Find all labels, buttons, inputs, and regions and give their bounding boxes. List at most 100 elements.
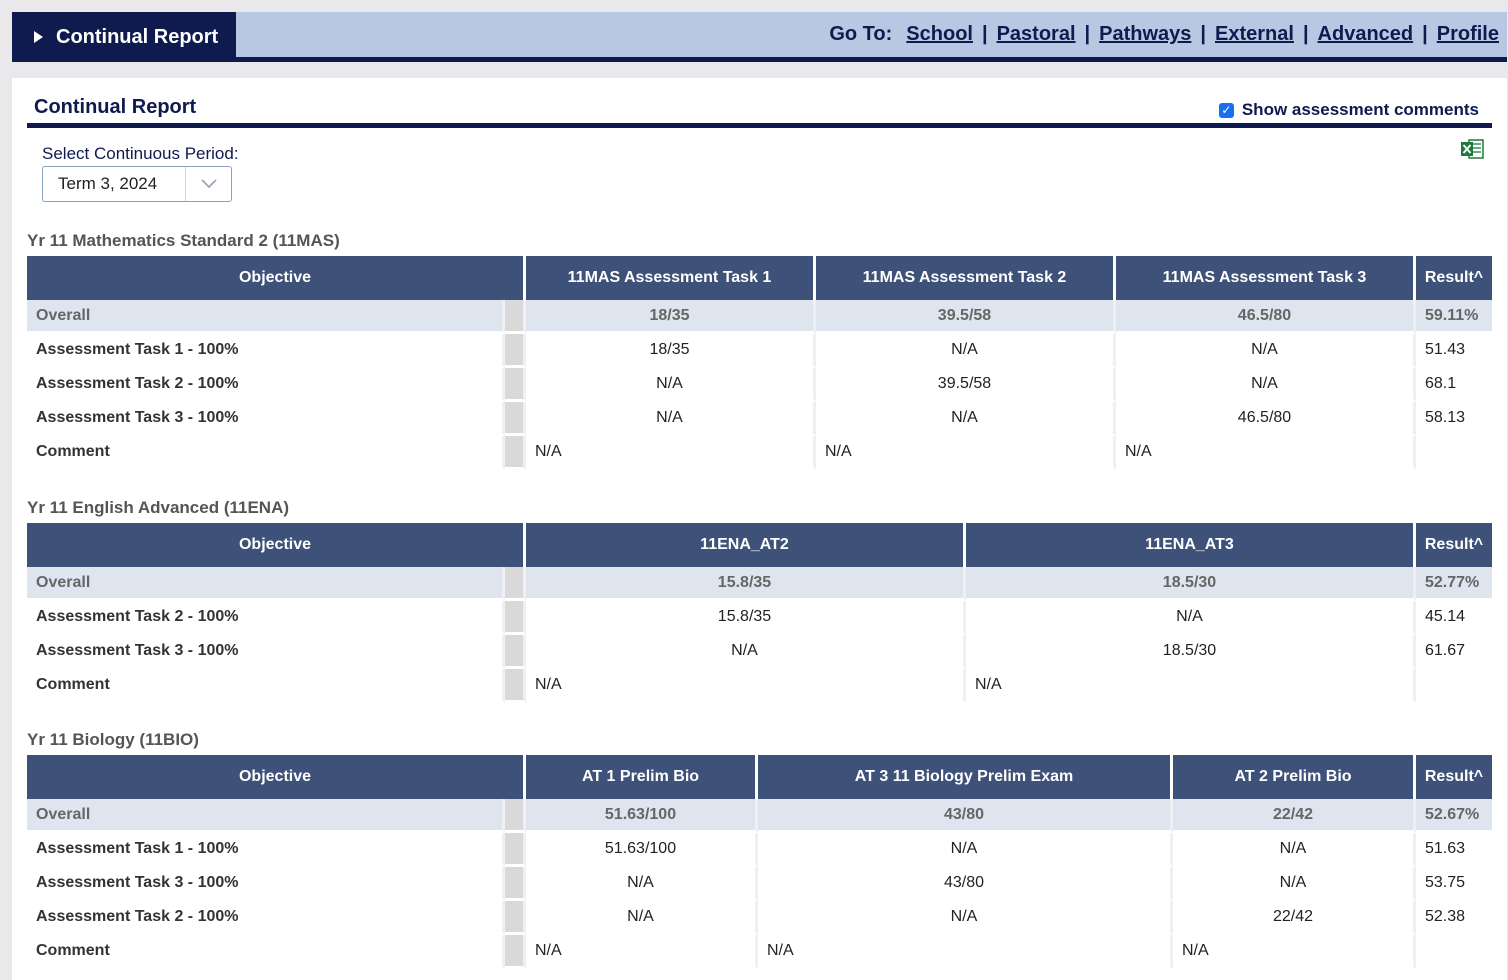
tab-label: Continual Report (56, 25, 219, 48)
score-cell: 15.8/35 (526, 601, 966, 635)
score-cell: N/A (1116, 334, 1416, 368)
nav-link-pathways[interactable]: Pathways (1099, 23, 1192, 45)
nav-separator: | (1200, 23, 1206, 45)
nav-separator: | (1084, 23, 1091, 45)
row-spacer (505, 436, 526, 470)
score-cell: 39.5/58 (816, 300, 1116, 334)
comment-cell: N/A (526, 669, 966, 703)
row-spacer (505, 635, 526, 669)
result-cell (1416, 935, 1492, 969)
show-comments-toggle[interactable]: ✓ Show assessment comments (1218, 100, 1479, 120)
score-cell: N/A (758, 833, 1173, 867)
nav-link-external[interactable]: External (1215, 23, 1294, 45)
score-cell: 39.5/58 (816, 368, 1116, 402)
score-cell: 22/42 (1173, 799, 1416, 833)
period-select-value: Term 3, 2024 (58, 174, 158, 193)
goto-nav: Go To: School | Pastoral | Pathways | Ex… (829, 12, 1499, 57)
table-row: Assessment Task 1 - 100% 18/35 N/A N/A 5… (27, 334, 1492, 368)
excel-export-icon[interactable] (1460, 138, 1484, 160)
table-row: Assessment Task 3 - 100% N/A 18.5/30 61.… (27, 635, 1492, 669)
result-cell: 52.67% (1416, 799, 1492, 833)
row-spacer (505, 669, 526, 703)
row-label: Overall (27, 300, 505, 334)
score-cell: 51.63/100 (526, 833, 758, 867)
column-header-objective: Objective (27, 755, 526, 799)
goto-label: Go To: (829, 23, 893, 45)
play-triangle-icon (34, 31, 43, 43)
column-header-task: 11MAS Assessment Task 1 (526, 256, 816, 300)
score-cell: N/A (526, 635, 966, 669)
row-label: Comment (27, 935, 505, 969)
score-cell: N/A (966, 601, 1416, 635)
checkbox-checked-icon[interactable]: ✓ (1218, 102, 1234, 118)
result-cell (1416, 669, 1492, 703)
score-cell: N/A (1173, 867, 1416, 901)
row-spacer (505, 402, 526, 436)
comment-cell: N/A (966, 669, 1416, 703)
column-header-task: 11MAS Assessment Task 2 (816, 256, 1116, 300)
result-cell: 45.14 (1416, 601, 1492, 635)
score-cell: N/A (816, 402, 1116, 436)
score-cell: 46.5/80 (1116, 402, 1416, 436)
result-cell: 68.1 (1416, 368, 1492, 402)
result-cell: 59.11% (1416, 300, 1492, 334)
report-panel: Continual Report ✓ Show assessment comme… (12, 78, 1507, 980)
table-row: Assessment Task 2 - 100% 15.8/35 N/A 45.… (27, 601, 1492, 635)
table-header-row: Objective 11ENA_AT2 11ENA_AT3 Result^ (27, 523, 1492, 567)
column-header-task: AT 3 11 Biology Prelim Exam (758, 755, 1173, 799)
assessment-table-11mas: Objective 11MAS Assessment Task 1 11MAS … (27, 256, 1492, 470)
score-cell: N/A (526, 402, 816, 436)
column-header-objective: Objective (27, 256, 526, 300)
course-title-11bio: Yr 11 Biology (11BIO) (27, 730, 199, 749)
nav-separator: | (1422, 23, 1428, 45)
table-row: Assessment Task 2 - 100% N/A 39.5/58 N/A… (27, 368, 1492, 402)
score-cell: 18.5/30 (966, 567, 1416, 601)
continual-report-tab[interactable]: Continual Report (12, 12, 236, 62)
row-spacer (505, 601, 526, 635)
overall-row: Overall 51.63/100 43/80 22/42 52.67% (27, 799, 1492, 833)
overall-row: Overall 15.8/35 18.5/30 52.77% (27, 567, 1492, 601)
nav-link-pastoral[interactable]: Pastoral (996, 23, 1076, 45)
score-cell: N/A (1173, 833, 1416, 867)
score-cell: 46.5/80 (1116, 300, 1416, 334)
row-label: Assessment Task 3 - 100% (27, 867, 505, 901)
result-cell: 53.75 (1416, 867, 1492, 901)
nav-link-school[interactable]: School (906, 23, 973, 45)
nav-separator: | (1302, 23, 1309, 45)
assessment-table-11bio: Objective AT 1 Prelim Bio AT 3 11 Biolog… (27, 755, 1492, 969)
comment-cell: N/A (526, 935, 758, 969)
course-title-11mas: Yr 11 Mathematics Standard 2 (11MAS) (27, 231, 340, 250)
result-cell: 51.63 (1416, 833, 1492, 867)
top-nav-bar: Continual Report Go To: School | Pastora… (12, 12, 1507, 62)
column-header-result: Result^ (1416, 256, 1492, 300)
result-cell: 51.43 (1416, 334, 1492, 368)
row-label: Overall (27, 567, 505, 601)
chevron-down-icon[interactable] (185, 167, 231, 201)
assessment-table-11ena: Objective 11ENA_AT2 11ENA_AT3 Result^ Ov… (27, 523, 1492, 703)
show-comments-label: Show assessment comments (1241, 100, 1479, 119)
row-label: Assessment Task 3 - 100% (27, 635, 505, 669)
nav-link-profile[interactable]: Profile (1436, 23, 1499, 45)
nav-separator: | (981, 23, 988, 45)
column-header-result: Result^ (1416, 755, 1492, 799)
nav-link-advanced[interactable]: Advanced (1317, 23, 1414, 45)
row-spacer (505, 901, 526, 935)
row-spacer (505, 799, 526, 833)
score-cell: N/A (526, 368, 816, 402)
row-label: Comment (27, 669, 505, 703)
score-cell: 18/35 (526, 300, 816, 334)
score-cell: N/A (526, 867, 758, 901)
course-title-11ena: Yr 11 English Advanced (11ENA) (27, 498, 290, 517)
table-row: Assessment Task 3 - 100% N/A N/A 46.5/80… (27, 402, 1492, 436)
column-header-task: AT 1 Prelim Bio (526, 755, 758, 799)
row-label: Comment (27, 436, 505, 470)
row-spacer (505, 567, 526, 601)
column-header-task: 11ENA_AT3 (966, 523, 1416, 567)
column-header-task: AT 2 Prelim Bio (1173, 755, 1416, 799)
comment-cell: N/A (1173, 935, 1416, 969)
period-label: Select Continuous Period: (42, 144, 239, 163)
comment-row: Comment N/A N/A N/A (27, 935, 1492, 969)
score-cell: N/A (1116, 368, 1416, 402)
period-select[interactable]: Term 3, 2024 (42, 166, 232, 202)
score-cell: 43/80 (758, 867, 1173, 901)
